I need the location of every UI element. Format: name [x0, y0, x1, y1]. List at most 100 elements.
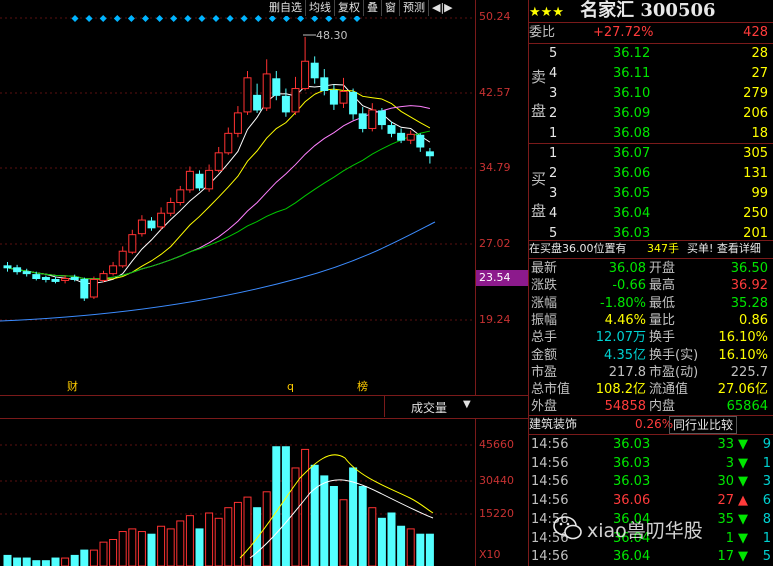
- tick-time: 14:56: [531, 511, 569, 527]
- high-price-annotation: 48.30: [316, 29, 348, 42]
- stat-row: 金额 4.35亿 换手(实) 16.10%: [529, 347, 773, 364]
- pan-arrows-button[interactable]: ◀|▶: [428, 0, 456, 16]
- stat-label: 最高: [649, 278, 676, 294]
- diamond-marker: [85, 15, 93, 22]
- volume-bar: [253, 507, 262, 566]
- indicator-selector[interactable]: 成交量 ▼: [384, 396, 476, 417]
- buy-order-row[interactable]: 5 36.03 201: [529, 224, 773, 244]
- tick-row: 14:56 36.03 3 ▼ 1: [529, 455, 773, 473]
- volume-bar: [147, 533, 156, 566]
- sell-volume: 27: [751, 66, 768, 81]
- tick-count: 1: [762, 530, 771, 546]
- volume-bar: [70, 554, 79, 566]
- sell-order-row[interactable]: 1 36.08 18: [529, 124, 773, 144]
- buy-level: 5: [549, 226, 558, 241]
- watermark-text: xiao兽叨华股: [587, 520, 703, 542]
- stat-label: 量比: [649, 312, 676, 328]
- industry-compare-button[interactable]: 同行业比较: [669, 416, 738, 434]
- candlestick: [397, 128, 406, 144]
- candlestick: [339, 77, 348, 109]
- event-marker-rank[interactable]: 榜: [357, 379, 368, 393]
- volume-bar: [22, 557, 31, 566]
- buy-price: 36.06: [613, 166, 651, 181]
- stat-label: 市盈: [531, 364, 558, 380]
- volume-bar: [89, 549, 98, 566]
- volume-bar: [61, 557, 70, 566]
- buy-order-row[interactable]: 3 36.05 99: [529, 184, 773, 204]
- diamond-marker: [268, 15, 276, 22]
- event-marker-q[interactable]: q: [287, 380, 294, 393]
- overlay-button[interactable]: 叠: [363, 0, 381, 16]
- diamond-marker: [311, 15, 319, 22]
- buy-order-row[interactable]: 4 36.04 250: [529, 204, 773, 224]
- sell-order-row[interactable]: 4 36.11 27: [529, 64, 773, 84]
- volume-bar: [416, 533, 425, 566]
- stat-value: 12.07万: [595, 330, 646, 346]
- quote-panel: ★★★ 名家汇 300506 委比 +27.72% 428 卖 盘 5 36.12…: [528, 0, 773, 566]
- volume-ma-line: [249, 479, 434, 559]
- buy-order-row[interactable]: 2 36.06 131: [529, 164, 773, 184]
- window-button[interactable]: 窗: [381, 0, 399, 16]
- candlestick: [185, 166, 194, 193]
- candlestick: [137, 215, 146, 237]
- candlestick: [166, 197, 175, 217]
- indicator-label: 成交量: [411, 401, 448, 415]
- notice-detail-link[interactable]: 买单! 查看详细: [687, 242, 761, 255]
- volume-bar: [406, 528, 415, 566]
- candlestick: [425, 147, 434, 164]
- forecast-button[interactable]: 预测: [399, 0, 428, 16]
- stat-value: -0.66: [612, 278, 646, 294]
- sell-order-row[interactable]: 5 36.12 28: [529, 44, 773, 64]
- volume-bar: [233, 501, 242, 566]
- tick-price: 36.06: [613, 493, 651, 509]
- sector-name[interactable]: 建筑装饰: [529, 417, 578, 431]
- buy-orders: 买 盘 1 36.07 305 2 36.06 131 3 36.05 99 4 36.04 250 5…: [529, 144, 773, 241]
- diamond-marker: [325, 15, 333, 22]
- candlestick: [3, 261, 12, 272]
- stat-label: 外盘: [531, 399, 558, 415]
- candlestick: [51, 276, 60, 284]
- weibi-label: 委比: [529, 25, 556, 40]
- stat-value: 35.28: [730, 295, 768, 311]
- adjust-price-button[interactable]: 复权: [334, 0, 363, 16]
- volume-bar: [397, 525, 406, 566]
- volume-label: 15220: [479, 507, 514, 520]
- stat-label: 内盘: [649, 399, 676, 415]
- sector-row[interactable]: 建筑装饰 0.26% 同行业比较: [529, 415, 773, 434]
- candlestick: [387, 121, 396, 138]
- candlestick: [233, 106, 242, 138]
- big-order-notice[interactable]: 在买盘36.00位置有 347手 买单! 查看详细: [529, 240, 773, 258]
- stat-row: 涨幅 -1.80% 最低 35.28: [529, 295, 773, 312]
- sell-order-row[interactable]: 3 36.10 279: [529, 84, 773, 104]
- tick-row: 14:56 36.04 17 ▼ 5: [529, 548, 773, 566]
- tick-count: 9: [762, 437, 771, 452]
- buy-volume: 131: [743, 166, 768, 181]
- buy-order-row[interactable]: 1 36.07 305: [529, 144, 773, 164]
- volume-bar: [99, 541, 108, 566]
- volume-chart[interactable]: [0, 418, 475, 566]
- volume-bar: [358, 485, 367, 566]
- sell-order-row[interactable]: 2 36.09 206: [529, 104, 773, 124]
- stat-label: 总手: [531, 330, 558, 346]
- stat-value: 36.08: [608, 261, 646, 276]
- candlestick: [272, 70, 281, 101]
- volume-bar: [118, 531, 127, 566]
- volume-bar: [41, 560, 50, 566]
- stat-value: 4.46%: [604, 312, 646, 328]
- ma5-line: [7, 83, 431, 284]
- remove-watchlist-button[interactable]: 删自选: [269, 1, 302, 14]
- volume-bar: [195, 528, 204, 566]
- buy-volume: 201: [743, 226, 768, 241]
- event-marker-finance[interactable]: 财: [67, 379, 78, 393]
- sell-price: 36.08: [613, 126, 651, 141]
- volume-bar: [291, 467, 300, 566]
- diamond-marker: [184, 15, 192, 22]
- candlestick: [310, 56, 319, 84]
- candlestick-chart[interactable]: 48.30 财 q 榜: [0, 0, 475, 395]
- tick-row: 14:56 36.06 27 ▲ 6: [529, 492, 773, 510]
- volume-bar: [320, 475, 329, 566]
- stat-row: 外盘 54858 内盘 65864: [529, 398, 773, 415]
- candlestick: [195, 170, 204, 191]
- buy-volume: 250: [743, 206, 768, 221]
- moving-average-button[interactable]: 均线: [305, 0, 334, 16]
